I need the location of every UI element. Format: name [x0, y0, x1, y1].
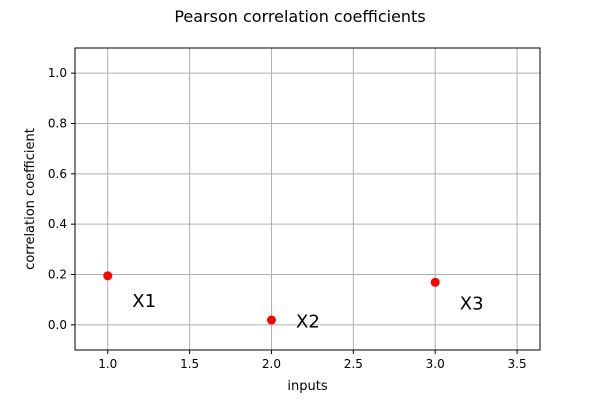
x-tick-label: 1.5 [180, 357, 199, 371]
x-axis-label: inputs [287, 379, 327, 394]
y-axis: 0.0 0.2 0.4 0.6 0.8 1.0 [48, 66, 75, 332]
point-annotation: X1 [132, 291, 156, 312]
x-tick-label: 3.5 [508, 357, 527, 371]
data-point [103, 271, 113, 281]
grid-layer [75, 48, 540, 350]
x-tick-label: 1.0 [98, 357, 117, 371]
x-tick-label: 2.5 [344, 357, 363, 371]
y-tick-label: 0.0 [48, 318, 67, 332]
data-points [103, 271, 440, 325]
point-annotations: X1 X2 X3 [132, 291, 483, 332]
x-tick-label: 2.0 [262, 357, 281, 371]
point-annotation: X3 [460, 294, 484, 315]
y-tick-label: 1.0 [48, 66, 67, 80]
y-tick-label: 0.2 [48, 268, 67, 282]
y-tick-label: 0.4 [48, 217, 67, 231]
data-point [430, 277, 440, 287]
y-axis-label: correlation coefficient [23, 128, 38, 270]
plot-frame [74, 47, 541, 351]
y-tick-label: 0.8 [48, 117, 67, 131]
data-point [266, 315, 276, 325]
x-axis: 1.0 1.5 2.0 2.5 3.0 3.5 [98, 350, 527, 371]
x-tick-label: 3.0 [426, 357, 445, 371]
chart-title: Pearson correlation coefficients [174, 7, 425, 26]
y-tick-label: 0.6 [48, 167, 67, 181]
point-annotation: X2 [296, 311, 320, 332]
